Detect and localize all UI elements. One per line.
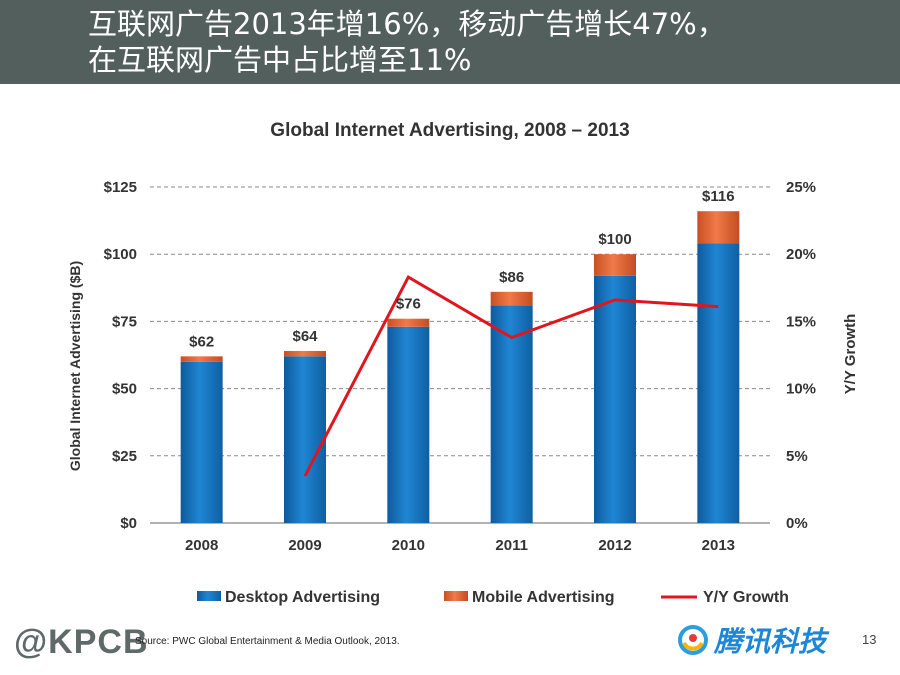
x-tick-label: 2009 (288, 537, 321, 554)
chart: Global Internet Advertising, 2008 – 2013… (67, 120, 859, 606)
tencent-logo-icon (678, 625, 708, 655)
bar-desktop-2009 (284, 356, 326, 523)
y-axis-title: Global Internet Advertising ($B) (67, 261, 83, 471)
y2-tick-label: 20% (786, 246, 816, 263)
bar-desktop-2008 (180, 361, 223, 523)
kpcb-logo: @KPCB (14, 623, 149, 661)
brand-text: 腾讯科技 (714, 625, 827, 658)
bar-mobile-2011 (490, 291, 533, 306)
bar-desktop-2013 (697, 243, 740, 523)
total-label-2008: $62 (189, 333, 214, 350)
legend-swatch (444, 591, 468, 601)
title-line-2: 在互联网广告中占比增至11% (88, 43, 472, 77)
total-label-2012: $100 (598, 231, 631, 248)
bars (180, 211, 740, 523)
legend-label: Mobile Advertising (472, 589, 615, 606)
bar-desktop-2011 (490, 305, 533, 523)
growth-line (303, 274, 719, 477)
legend-swatch (197, 591, 221, 601)
bar-mobile-2008 (180, 356, 223, 362)
y-tick-label: $100 (104, 246, 137, 263)
page-number: 13 (862, 632, 877, 647)
title-line-1: 互联网广告2013年增16%，移动广告增长47%， (88, 7, 726, 41)
tencent-tech-logo: 腾讯科技 (678, 622, 826, 658)
total-label-2010: $76 (396, 296, 421, 313)
y-tick-label: $125 (104, 179, 137, 196)
y2-tick-label: 0% (786, 515, 808, 532)
growth-line-group (303, 274, 719, 477)
total-label-2009: $64 (292, 328, 318, 345)
y-tick-label: $50 (112, 381, 137, 398)
y2-tick-label: 15% (786, 313, 816, 330)
legend-label: Desktop Advertising (225, 589, 380, 606)
x-tick-label: 2012 (598, 537, 631, 554)
chart-title: Global Internet Advertising, 2008 – 2013 (270, 120, 629, 141)
y2-tick-label: 25% (786, 179, 816, 196)
total-label-2013: $116 (702, 188, 735, 205)
x-tick-label: 2008 (185, 537, 218, 554)
total-label-2011: $86 (499, 269, 524, 286)
bar-mobile-2012 (594, 254, 636, 276)
x-tick-label: 2013 (702, 537, 735, 554)
bar-desktop-2012 (594, 275, 636, 523)
bar-mobile-2009 (284, 350, 326, 357)
bar-mobile-2010 (387, 318, 430, 327)
y2-axis-title: Y/Y Growth (842, 314, 859, 395)
legend: Desktop Advertising Mobile Advertising Y/Y… (197, 589, 789, 606)
title-banner: 互联网广告2013年增16%，移动广告增长47%， 在互联网广告中占比增至11% (0, 0, 900, 84)
x-tick-label: 2010 (392, 537, 425, 554)
y-tick-label: $75 (112, 313, 137, 330)
axis-labels: $0 0% $25 5% $50 10% $75 15% $100 20% $125 25% $62 20… (104, 179, 816, 554)
source-note: Source: PWC Global Entertainment & Media… (135, 636, 400, 647)
legend-label: Y/Y Growth (703, 589, 789, 606)
y-tick-label: $0 (120, 515, 137, 532)
gridlines (150, 186, 770, 524)
bar-mobile-2013 (697, 211, 740, 244)
y2-tick-label: 10% (786, 381, 816, 398)
x-tick-label: 2011 (495, 537, 528, 554)
y-tick-label: $25 (112, 448, 137, 465)
bar-desktop-2010 (387, 326, 430, 523)
y2-tick-label: 5% (786, 448, 808, 465)
